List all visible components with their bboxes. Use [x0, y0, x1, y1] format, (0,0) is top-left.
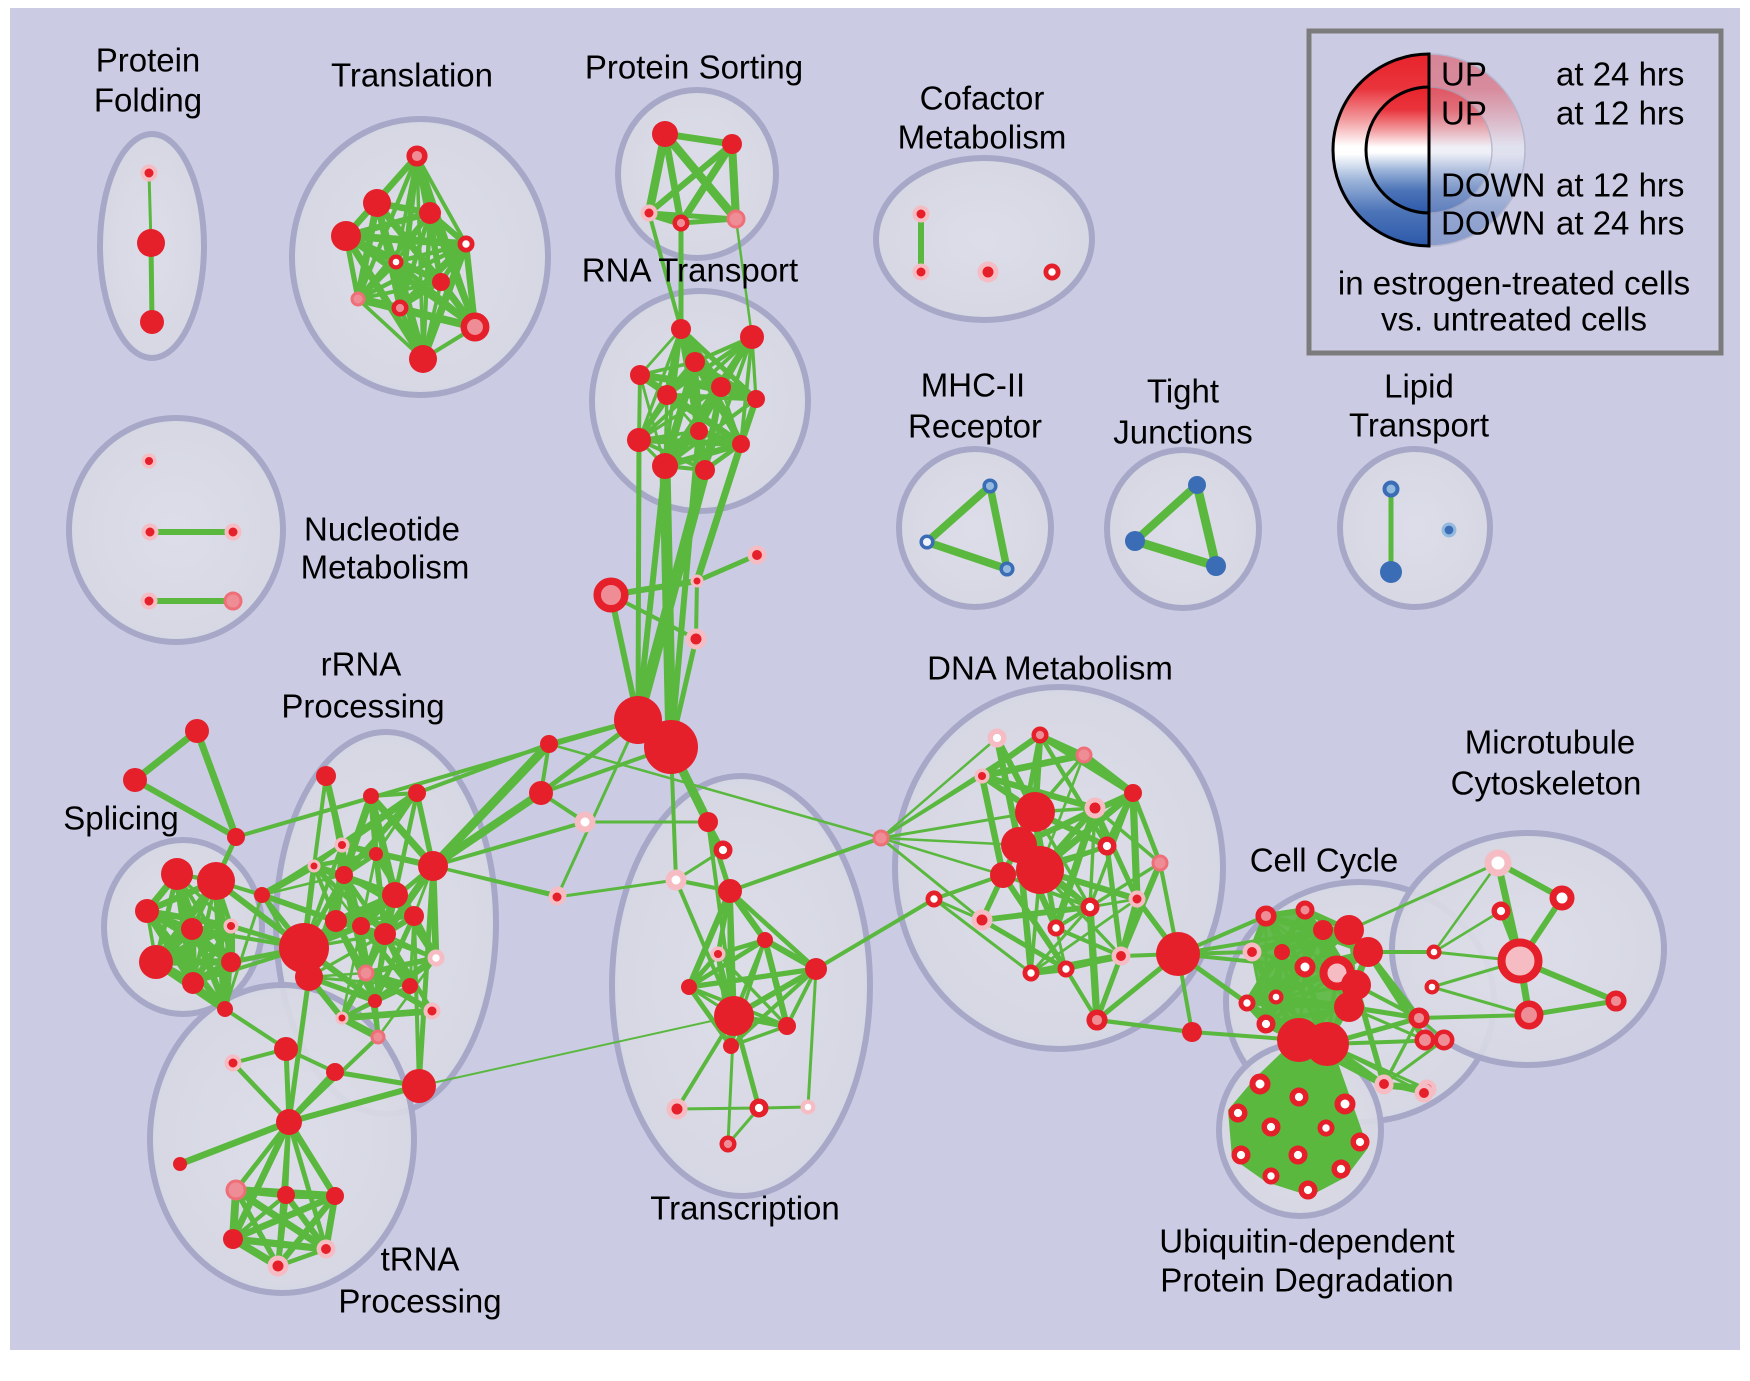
svg-text:rRNA: rRNA: [321, 646, 402, 683]
svg-text:at 24 hrs: at 24 hrs: [1556, 205, 1684, 242]
svg-text:Protein Degradation: Protein Degradation: [1160, 1262, 1454, 1299]
svg-text:vs. untreated cells: vs. untreated cells: [1381, 301, 1647, 338]
svg-text:Microtubule: Microtubule: [1465, 724, 1636, 761]
svg-text:Junctions: Junctions: [1113, 414, 1252, 451]
svg-text:RNA Transport: RNA Transport: [582, 252, 798, 289]
svg-text:Processing: Processing: [338, 1283, 501, 1320]
svg-text:at 24 hrs: at 24 hrs: [1556, 56, 1684, 93]
svg-text:UP: UP: [1441, 56, 1487, 93]
svg-text:DOWN: DOWN: [1441, 205, 1545, 242]
svg-text:Protein: Protein: [96, 42, 201, 79]
svg-text:Cell Cycle: Cell Cycle: [1250, 842, 1399, 879]
svg-text:Nucleotide: Nucleotide: [304, 511, 460, 548]
svg-text:Processing: Processing: [281, 688, 444, 725]
svg-text:Cytoskeleton: Cytoskeleton: [1451, 765, 1642, 802]
svg-text:Lipid: Lipid: [1384, 368, 1454, 405]
svg-text:Protein Sorting: Protein Sorting: [585, 49, 803, 86]
svg-text:Splicing: Splicing: [63, 800, 179, 837]
svg-text:Folding: Folding: [94, 82, 202, 119]
svg-text:Cofactor: Cofactor: [920, 80, 1045, 117]
svg-text:Ubiquitin-dependent: Ubiquitin-dependent: [1159, 1223, 1454, 1260]
svg-text:UP: UP: [1441, 95, 1487, 132]
svg-text:Tight: Tight: [1147, 373, 1219, 410]
svg-text:Transcription: Transcription: [650, 1190, 840, 1227]
svg-text:Receptor: Receptor: [908, 408, 1042, 445]
svg-text:DOWN: DOWN: [1441, 167, 1545, 204]
svg-text:tRNA: tRNA: [381, 1241, 460, 1278]
svg-text:Metabolism: Metabolism: [301, 549, 470, 586]
svg-text:MHC-II: MHC-II: [921, 367, 1025, 404]
svg-text:at 12 hrs: at 12 hrs: [1556, 95, 1684, 132]
svg-text:at 12 hrs: at 12 hrs: [1556, 167, 1684, 204]
svg-text:in estrogen-treated cells: in estrogen-treated cells: [1338, 265, 1690, 302]
svg-text:Translation: Translation: [331, 57, 493, 94]
svg-text:Metabolism: Metabolism: [898, 119, 1067, 156]
svg-text:DNA Metabolism: DNA Metabolism: [927, 650, 1173, 687]
svg-text:Transport: Transport: [1349, 407, 1489, 444]
